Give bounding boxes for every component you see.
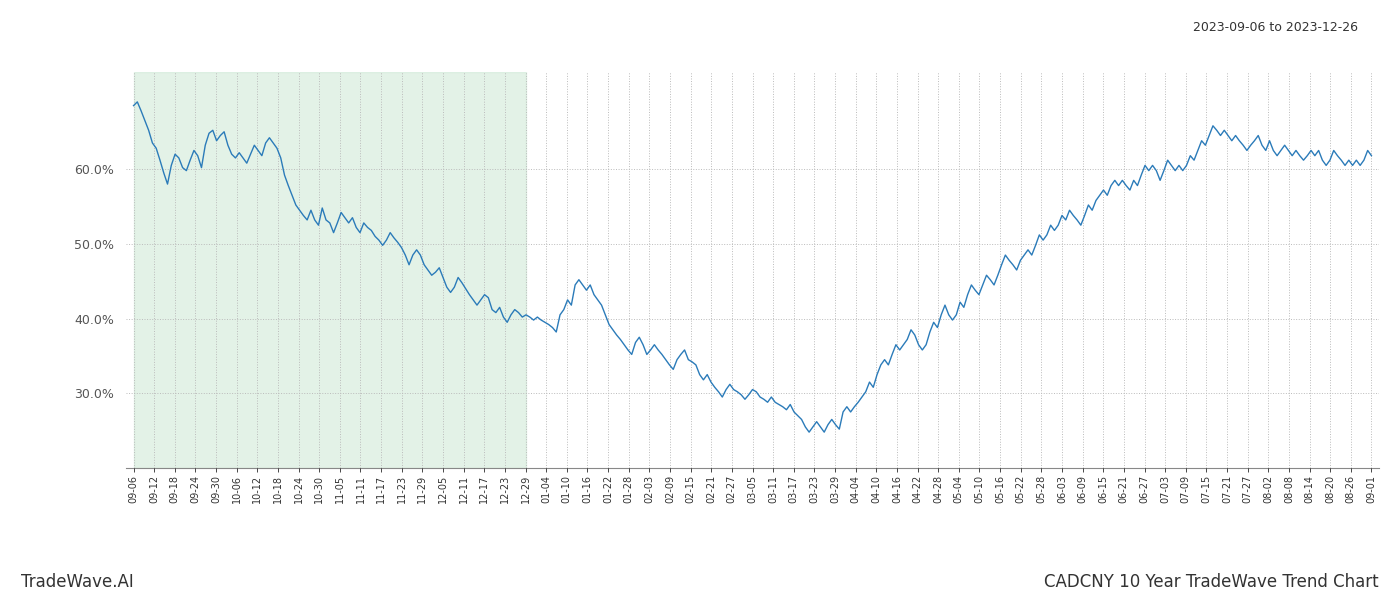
Text: CADCNY 10 Year TradeWave Trend Chart: CADCNY 10 Year TradeWave Trend Chart	[1044, 573, 1379, 591]
Text: TradeWave.AI: TradeWave.AI	[21, 573, 134, 591]
Text: 2023-09-06 to 2023-12-26: 2023-09-06 to 2023-12-26	[1193, 21, 1358, 34]
Bar	[133, 72, 525, 468]
